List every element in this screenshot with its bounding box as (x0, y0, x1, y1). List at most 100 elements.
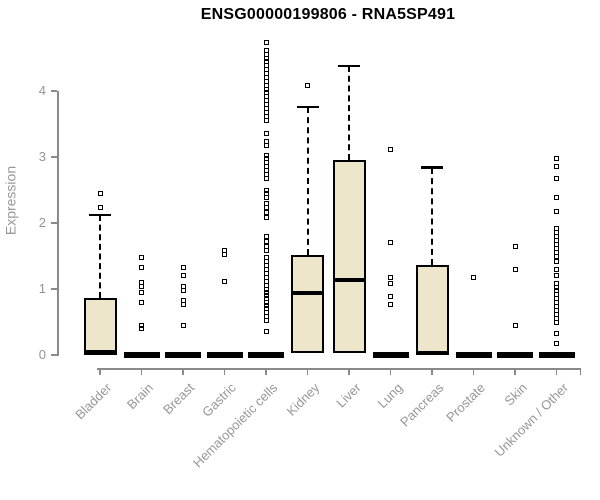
box-iqr (332, 160, 366, 354)
outlier-point (180, 272, 186, 278)
upper-whisker (348, 65, 350, 161)
outlier-point (263, 286, 269, 292)
x-axis-tick (348, 368, 350, 375)
box-iqr (415, 265, 449, 355)
outlier-point (388, 240, 393, 246)
outlier-point (471, 275, 476, 281)
outlier-point (263, 63, 269, 69)
x-axis-tick (389, 368, 392, 375)
outlier-point (554, 267, 559, 273)
x-tick-label: Prostate (443, 380, 489, 425)
outlier-point (139, 255, 144, 261)
outlier-point (263, 117, 269, 123)
outlier-point (139, 289, 144, 295)
outlier-point (263, 238, 269, 244)
outlier-point (554, 330, 559, 336)
whisker-cap (296, 105, 319, 108)
y-tick-label: 3 (38, 149, 46, 164)
outlier-point (554, 319, 559, 325)
outlier-point (139, 264, 144, 270)
outlier-point (263, 142, 269, 148)
outlier-point (554, 253, 559, 259)
outlier-point (222, 248, 227, 254)
outlier-point (512, 266, 518, 272)
collapsed-box (248, 352, 284, 358)
outlier-point (554, 175, 559, 181)
x-axis-tick (306, 368, 309, 375)
box-iqr (83, 298, 117, 355)
outlier-point (554, 163, 559, 169)
x-axis-tick (514, 368, 516, 375)
outlier-point (512, 323, 518, 329)
y-axis-tick (51, 222, 57, 224)
outlier-point (180, 287, 186, 293)
outlier-point (263, 234, 269, 240)
outlier-point (263, 329, 269, 335)
outlier-point (180, 301, 186, 307)
outlier-point (263, 114, 269, 120)
y-axis-tick (51, 354, 57, 356)
x-axis-tick (223, 368, 226, 375)
outlier-point (139, 323, 144, 329)
x-axis-tick (265, 368, 267, 375)
collapsed-box (206, 352, 243, 358)
outlier-point (263, 194, 269, 200)
median-line (332, 277, 366, 282)
outlier-point (263, 289, 269, 295)
upper-whisker (431, 167, 433, 266)
outlier-point (263, 130, 269, 136)
outlier-point (139, 326, 144, 332)
outlier-point (263, 209, 269, 215)
upper-whisker (306, 106, 309, 255)
collapsed-box (123, 352, 160, 358)
upper-whisker (99, 215, 101, 299)
outlier-point (554, 316, 559, 322)
outlier-point (139, 300, 144, 306)
x-axis-line (97, 368, 581, 370)
median-line (291, 290, 324, 296)
outlier-point (263, 317, 269, 323)
outlier-point (554, 156, 559, 162)
outlier-point (263, 293, 269, 299)
outlier-point (180, 265, 186, 271)
outlier-point (554, 209, 559, 215)
x-axis-tick (431, 368, 433, 375)
whisker-cap (89, 213, 111, 217)
y-axis-line (57, 91, 59, 356)
outlier-point (305, 83, 310, 89)
outlier-point (554, 259, 559, 265)
x-axis-tick (182, 368, 184, 375)
x-axis-tick (555, 368, 558, 375)
outlier-point (180, 322, 186, 328)
outlier-point (554, 272, 559, 278)
outlier-point (263, 205, 269, 211)
outlier-point (139, 283, 144, 289)
outlier-point (512, 243, 518, 249)
x-axis-end-tick (579, 368, 581, 375)
outlier-point (222, 279, 227, 285)
outlier-point (554, 195, 559, 201)
y-axis-tick (51, 156, 57, 158)
y-axis-title: Expression (2, 165, 19, 236)
outlier-point (554, 246, 559, 252)
outlier-point (388, 147, 393, 153)
outlier-point (554, 340, 559, 346)
x-tick-label: Kidney (283, 380, 323, 419)
collapsed-box (538, 352, 575, 358)
x-tick-label: Brain (124, 380, 157, 413)
outlier-point (263, 314, 269, 320)
x-tick-label: Bladder (72, 380, 115, 423)
outlier-point (263, 191, 269, 197)
outlier-point (263, 303, 269, 308)
outlier-point (388, 301, 393, 307)
whisker-cap (338, 64, 360, 67)
y-axis-tick (51, 90, 57, 92)
outlier-point (97, 205, 103, 211)
outlier-point (263, 247, 269, 253)
y-tick-label: 0 (38, 347, 46, 362)
collapsed-box (165, 352, 201, 358)
box-iqr (291, 254, 324, 353)
outlier-point (388, 293, 393, 299)
y-tick-label: 4 (38, 83, 46, 98)
